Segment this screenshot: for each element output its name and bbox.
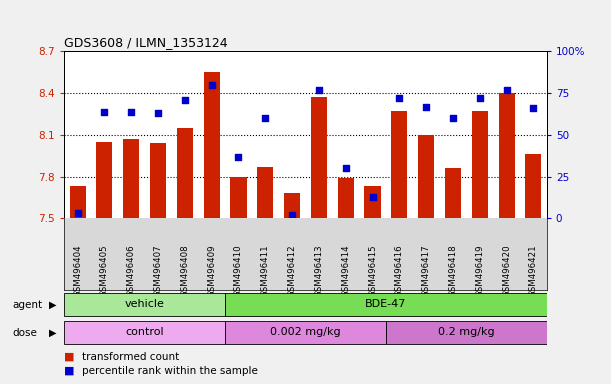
Point [100, 109, 109, 115]
Text: transformed count: transformed count [82, 352, 180, 362]
Bar [525, 154, 541, 218]
Bar [203, 72, 220, 218]
Bar [386, 321, 547, 344]
Point [180, 97, 190, 103]
Text: percentile rank within the sample: percentile rank within the sample [82, 366, 258, 376]
Bar [257, 167, 273, 218]
Point [341, 165, 351, 171]
Bar [123, 139, 139, 218]
Point [368, 194, 378, 200]
Bar [472, 111, 488, 218]
Text: ■: ■ [64, 366, 75, 376]
Point [422, 104, 431, 110]
Text: GDS3608 / ILMN_1353124: GDS3608 / ILMN_1353124 [64, 36, 228, 49]
Text: ▶: ▶ [49, 328, 56, 338]
Point [395, 95, 404, 101]
Text: 0.2 mg/kg: 0.2 mg/kg [438, 327, 495, 337]
Text: ■: ■ [64, 352, 75, 362]
Text: 0.002 mg/kg: 0.002 mg/kg [270, 327, 341, 337]
Point [126, 109, 136, 115]
Bar [445, 168, 461, 218]
Text: BDE-47: BDE-47 [365, 299, 407, 309]
Bar [365, 187, 381, 218]
Bar [338, 178, 354, 218]
Point [448, 115, 458, 121]
Bar [499, 93, 514, 218]
Point [475, 95, 485, 101]
Bar [97, 142, 112, 218]
Point [73, 210, 82, 217]
Bar [230, 177, 246, 218]
Bar [284, 194, 300, 218]
Bar [225, 293, 547, 316]
Text: dose: dose [12, 328, 37, 338]
Point [233, 154, 243, 160]
Bar [64, 293, 225, 316]
Text: agent: agent [12, 300, 42, 310]
Point [153, 110, 163, 116]
Bar [64, 321, 225, 344]
Text: ▶: ▶ [49, 300, 56, 310]
Point [260, 115, 270, 121]
Bar [177, 128, 193, 218]
Bar [150, 143, 166, 218]
Bar [225, 321, 386, 344]
Point [287, 212, 297, 218]
Bar [311, 98, 327, 218]
Point [529, 105, 538, 111]
Point [207, 82, 216, 88]
Point [502, 87, 511, 93]
Text: control: control [125, 327, 164, 337]
Point [314, 87, 324, 93]
Bar [418, 135, 434, 218]
Bar [70, 187, 86, 218]
Bar [391, 111, 408, 218]
Text: vehicle: vehicle [125, 299, 164, 309]
